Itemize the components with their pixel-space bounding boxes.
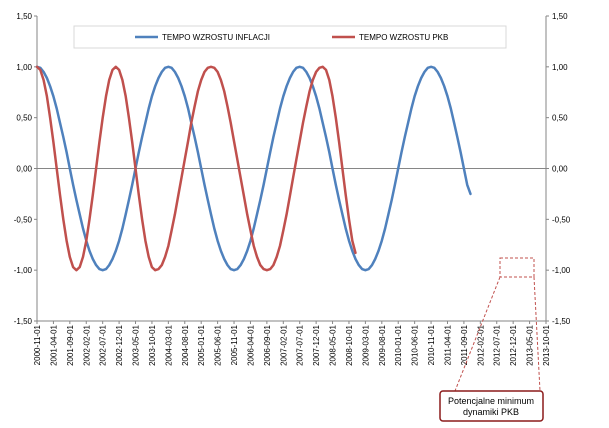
x-tick-label: 2001-04-01	[49, 324, 58, 365]
y-tick-label-right: 1,00	[552, 63, 568, 72]
y-tick-label-right: -1,50	[552, 317, 571, 326]
annotation-box	[439, 390, 544, 422]
x-tick-label: 2005-01-01	[197, 324, 206, 365]
x-tick-label: 2011-04-01	[443, 324, 452, 365]
x-tick-label: 2009-03-01	[361, 324, 370, 365]
y-tick-label-left: 1,00	[16, 63, 32, 72]
x-tick-label: 2010-11-01	[427, 324, 436, 365]
x-tick-label: 2007-07-01	[296, 324, 305, 365]
y-tick-label-left: 0,00	[16, 165, 32, 174]
x-tick-label: 2002-12-01	[115, 324, 124, 365]
y-tick-label-right: -1,00	[552, 266, 571, 275]
x-tick-label: 2010-01-01	[394, 324, 403, 365]
legend: TEMPO WZROSTU INFLACJI TEMPO WZROSTU PKB	[73, 25, 507, 49]
annotation-leader-left	[454, 276, 501, 392]
x-tick-label: 2011-09-01	[460, 324, 469, 365]
x-tick-label: 2008-05-01	[329, 324, 338, 365]
y-tick-label-left: 1,50	[16, 12, 32, 21]
x-tick-label: 2012-07-01	[493, 324, 502, 365]
y-tick-label-right: 1,50	[552, 12, 568, 21]
y-tick-label-left: -1,50	[14, 317, 33, 326]
x-tick-label: 2000-11-01	[33, 324, 42, 365]
x-tick-label: 2002-07-01	[99, 324, 108, 365]
x-tick-label: 2007-02-01	[279, 324, 288, 365]
x-tick-label: 2006-09-01	[263, 324, 272, 365]
annotation-line-2: dynamiki PKB	[463, 407, 519, 417]
series-layer	[35, 65, 472, 272]
annotation-line-1: Potencjalne minimum	[448, 396, 534, 406]
legend-label-inflation: TEMPO WZROSTU INFLACJI	[162, 33, 270, 42]
x-tick-label: 2001-09-01	[66, 324, 75, 365]
axes: 1,50 1,50 1,00 1,00 0,50 0,50 0,00 0,00 -0,50 -0,…	[14, 12, 571, 366]
annotation-leader-right	[533, 276, 541, 392]
series-line-inflation	[35, 65, 472, 272]
x-tick-label: 2012-12-01	[509, 324, 518, 365]
y-tick-label-left: -1,00	[14, 266, 33, 275]
x-tick-label: 2004-08-01	[181, 324, 190, 365]
y-tick-label-right: -0,50	[552, 215, 571, 224]
x-tick-label: 2006-04-01	[246, 324, 255, 365]
y-tick-label-left: 0,50	[16, 114, 32, 123]
x-tick-label: 2007-12-01	[312, 324, 321, 365]
y-tick-label-right: 0,00	[552, 165, 568, 174]
x-tick-label: 2005-11-01	[230, 324, 239, 365]
annotation-callout: Potencjalne minimum dynamiki PKB	[439, 257, 544, 422]
x-tick-label: 2008-10-01	[345, 324, 354, 365]
x-tick-label: 2013-10-01	[542, 324, 551, 365]
x-tick-label: 2013-05-01	[526, 324, 535, 365]
y-tick-label-right: 0,50	[552, 114, 568, 123]
x-tick-label: 2003-10-01	[148, 324, 157, 365]
x-tick-label: 2003-05-01	[132, 324, 141, 365]
x-tick-label: 2005-06-01	[214, 324, 223, 365]
legend-box	[73, 25, 507, 49]
x-tick-label: 2009-08-01	[378, 324, 387, 365]
series-line-gdp	[35, 65, 357, 272]
x-tick-label: 2002-02-01	[82, 324, 91, 365]
x-tick-label: 2004-03-01	[164, 324, 173, 365]
x-tick-label: 2010-06-01	[411, 324, 420, 365]
annotation-target-box	[499, 257, 535, 278]
legend-label-gdp: TEMPO WZROSTU PKB	[359, 33, 448, 42]
y-tick-label-left: -0,50	[14, 215, 33, 224]
x-tick-label: 2012-02-01	[476, 324, 485, 365]
